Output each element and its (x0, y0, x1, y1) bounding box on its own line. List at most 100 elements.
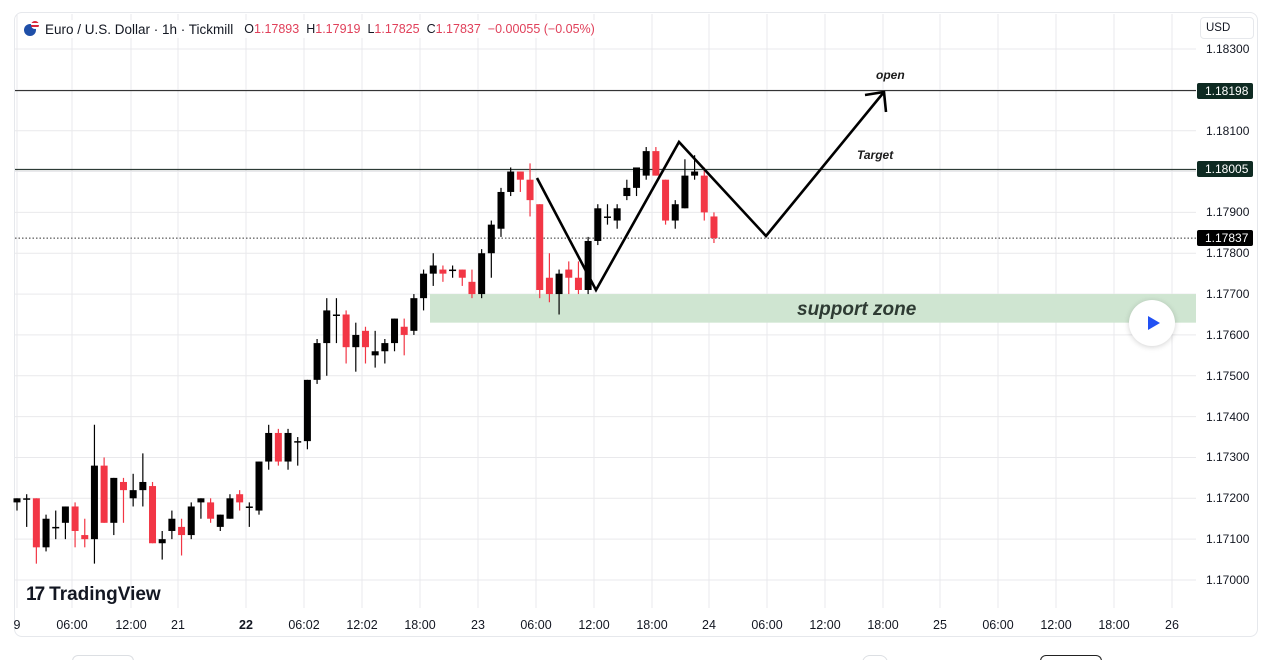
candle-bull (642, 151, 650, 176)
candle-bull (603, 216, 611, 218)
price-tick: 1.17300 (1206, 450, 1250, 465)
time-tick: 12:00 (809, 618, 841, 632)
candle-bull (497, 191, 505, 229)
candle-bull (671, 204, 679, 221)
candle-bull (323, 310, 331, 344)
price-tick: 1.17700 (1206, 287, 1250, 302)
candle-bull (352, 334, 360, 348)
candle-bear (458, 269, 466, 278)
candle-bull (332, 314, 340, 316)
tradingview-logo-text: TradingView (49, 584, 161, 605)
close-value: 1.17837 (435, 22, 481, 36)
candle-bull (420, 273, 428, 299)
time-tick: 12:00 (1040, 618, 1072, 632)
candle-bull (449, 269, 457, 272)
support-zone (430, 294, 1196, 323)
bottom-toolbar-button-dark[interactable] (1040, 655, 1102, 660)
candle-bear (439, 269, 447, 274)
time-tick: 06:00 (520, 618, 552, 632)
candle-bull (613, 208, 621, 221)
candle-bull (265, 432, 273, 462)
time-tick: 24 (702, 618, 716, 632)
tradingview-mark-icon: 17 (26, 584, 45, 605)
candle-bull (584, 240, 592, 290)
candle-bear (526, 179, 534, 201)
open-annotation: open (876, 68, 905, 82)
open-label: O (244, 22, 255, 36)
candle-bull (245, 506, 253, 508)
time-tick: 18:00 (636, 618, 668, 632)
candle-bull (23, 498, 31, 500)
candle-bull (52, 526, 60, 529)
change-value: −0.00055 (−0.05%) (487, 22, 595, 36)
target-annotation: Target (857, 148, 894, 162)
candle-bear (662, 179, 670, 221)
time-tick: 12:00 (115, 618, 147, 632)
candle-bull (168, 518, 176, 531)
symbol-title[interactable]: Euro / U.S. Dollar · 1h · Tickmill (45, 21, 234, 37)
bottom-toolbar-button[interactable] (72, 655, 134, 660)
candle-bull (42, 518, 50, 548)
price-tick: 1.17200 (1206, 491, 1250, 506)
price-tick: 1.18300 (1206, 42, 1250, 56)
candle-bull (129, 490, 137, 499)
candle-bear (468, 281, 476, 295)
candle-bear (700, 175, 708, 213)
low-label: L (367, 22, 375, 36)
candle-bear (71, 506, 79, 531)
open-value: 1.17893 (254, 22, 300, 36)
candle-bull (633, 167, 641, 188)
eur-usd-flag-icon (24, 21, 40, 37)
candle-bull (255, 461, 263, 511)
candle-bear (400, 326, 408, 335)
candle-bull (187, 506, 195, 536)
candle-bull (61, 506, 69, 523)
candle-bear (207, 502, 215, 519)
candle-bear (652, 151, 660, 176)
price-tick: 1.17800 (1206, 246, 1250, 261)
candle-bear (545, 277, 553, 295)
candle-bear (100, 465, 108, 523)
time-tick: 06:00 (751, 618, 783, 632)
candle-bull (284, 432, 292, 462)
candle-bear (149, 486, 157, 544)
candle-bull (216, 514, 224, 527)
currency-selector[interactable]: USD (1200, 17, 1254, 39)
candle-bear (516, 171, 524, 180)
candle-bull (226, 498, 234, 519)
candle-bear (81, 535, 89, 540)
time-tick: 22 (239, 618, 253, 632)
bottom-toolbar-avatar[interactable] (862, 655, 888, 660)
candle-bear (536, 204, 544, 290)
tradingview-logo[interactable]: 17 TradingView (26, 584, 161, 606)
candle-bull (691, 171, 699, 176)
candle-bull (507, 171, 515, 192)
price-tick: 1.17100 (1206, 532, 1250, 547)
symbol-legend: Euro / U.S. Dollar · 1h · Tickmill O 1.17… (24, 20, 595, 38)
play-button[interactable] (1129, 300, 1175, 346)
candle-bull (391, 318, 399, 344)
play-icon (1147, 316, 1160, 330)
price-badge: 1.18005 (1197, 161, 1253, 178)
time-tick: 18:00 (867, 618, 899, 632)
candle-bear (236, 494, 244, 503)
low-value: 1.17825 (374, 22, 420, 36)
candle-bull (487, 224, 495, 254)
price-tick: 1.17500 (1206, 368, 1250, 383)
close-label: C (426, 22, 436, 36)
candle-bull (90, 465, 98, 540)
support-zone-label: support zone (797, 299, 917, 320)
candle-bull (681, 175, 689, 209)
time-tick: 23 (471, 618, 485, 632)
time-tick: 9 (13, 618, 21, 632)
candle-bull (303, 379, 311, 442)
candle-bull (381, 343, 389, 352)
price-tick: 1.17400 (1206, 409, 1250, 424)
time-tick: 18:00 (404, 618, 436, 632)
candle-bear (342, 314, 350, 348)
time-tick: 12:00 (578, 618, 610, 632)
chart-frame (14, 12, 1258, 637)
projection-path (535, 91, 886, 293)
candle-bull (478, 253, 486, 295)
